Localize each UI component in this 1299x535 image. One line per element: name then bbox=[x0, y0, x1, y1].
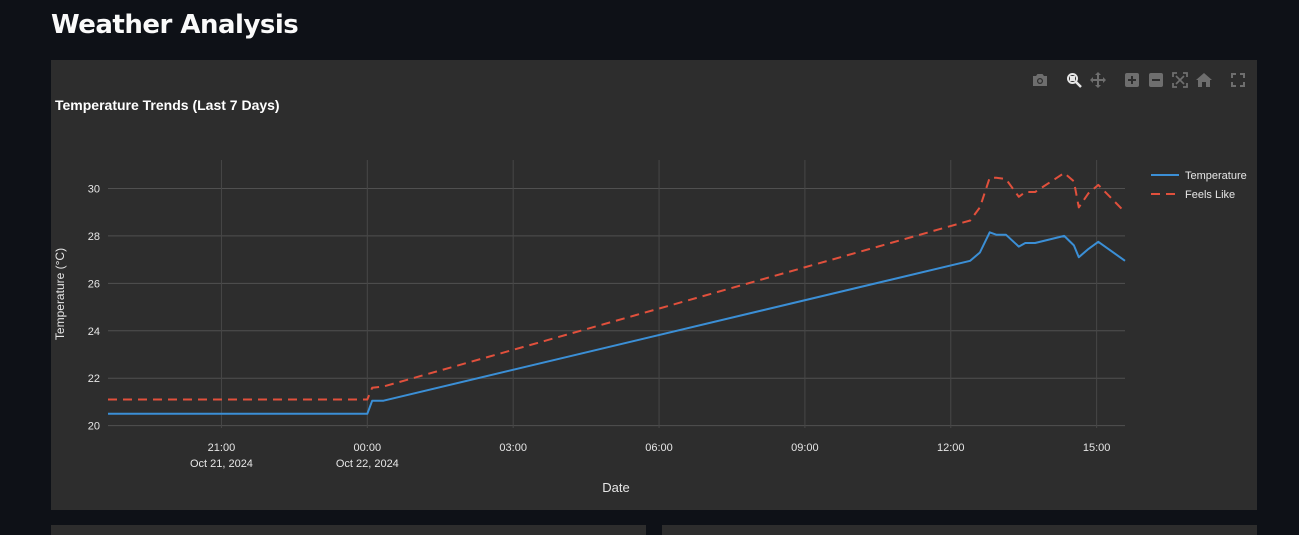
modebar bbox=[1027, 70, 1249, 90]
camera-icon[interactable] bbox=[1029, 70, 1051, 90]
x-tick-label: 00:00 bbox=[354, 442, 382, 454]
page-title: Weather Analysis bbox=[51, 10, 299, 40]
x-tick-label: 03:00 bbox=[499, 442, 527, 454]
pan-icon[interactable] bbox=[1087, 70, 1109, 90]
series-line-feels-like[interactable] bbox=[108, 172, 1126, 401]
bottom-right-panel bbox=[662, 525, 1257, 535]
zoom-out-icon[interactable] bbox=[1145, 70, 1167, 90]
series-line-temperature[interactable] bbox=[108, 231, 1126, 415]
x-tick-label: 21:00 bbox=[208, 442, 236, 454]
reset-axes-icon[interactable] bbox=[1193, 70, 1215, 90]
legend-label: Feels Like bbox=[1185, 189, 1235, 201]
legend-label: Temperature bbox=[1185, 170, 1247, 182]
grid bbox=[108, 160, 1125, 428]
temperature-chart[interactable]: Temperature Trends (Last 7 Days) 2022242… bbox=[51, 60, 1257, 510]
y-tick-label: 28 bbox=[88, 231, 100, 243]
x-axis-title: Date bbox=[602, 480, 629, 495]
y-tick-label: 30 bbox=[88, 183, 100, 195]
tick-labels: 20 22 24 26 28 30 21:00 Oct 21, 2024 00:00 Oct 22… bbox=[88, 183, 1111, 470]
y-tick-label: 20 bbox=[88, 421, 100, 433]
legend-item[interactable]: Feels Like bbox=[1151, 189, 1235, 201]
autoscale-icon[interactable] bbox=[1169, 70, 1191, 90]
x-tick-label: 09:00 bbox=[791, 442, 819, 454]
y-tick-label: 22 bbox=[88, 373, 100, 385]
x-tick-label: 06:00 bbox=[645, 442, 673, 454]
legend-item[interactable]: Temperature bbox=[1151, 170, 1247, 182]
y-tick-label: 26 bbox=[88, 278, 100, 290]
x-tick-label: 12:00 bbox=[937, 442, 965, 454]
y-axis-title: Temperature (°C) bbox=[53, 248, 67, 340]
chart-title: Temperature Trends (Last 7 Days) bbox=[55, 97, 280, 113]
zoom-icon[interactable] bbox=[1063, 70, 1085, 90]
legend[interactable]: Temperature Feels Like bbox=[1151, 170, 1247, 201]
x-tick-date-label: Oct 21, 2024 bbox=[190, 458, 253, 470]
zoom-in-icon[interactable] bbox=[1121, 70, 1143, 90]
chart-card: Temperature Trends (Last 7 Days) 20 22 24 2… bbox=[51, 60, 1257, 510]
x-tick-label: 15:00 bbox=[1083, 442, 1111, 454]
fullscreen-icon[interactable] bbox=[1227, 70, 1249, 90]
bottom-left-panel bbox=[51, 525, 646, 535]
x-tick-date-label: Oct 22, 2024 bbox=[336, 458, 399, 470]
y-tick-label: 24 bbox=[88, 326, 100, 338]
series-layer bbox=[108, 172, 1126, 415]
